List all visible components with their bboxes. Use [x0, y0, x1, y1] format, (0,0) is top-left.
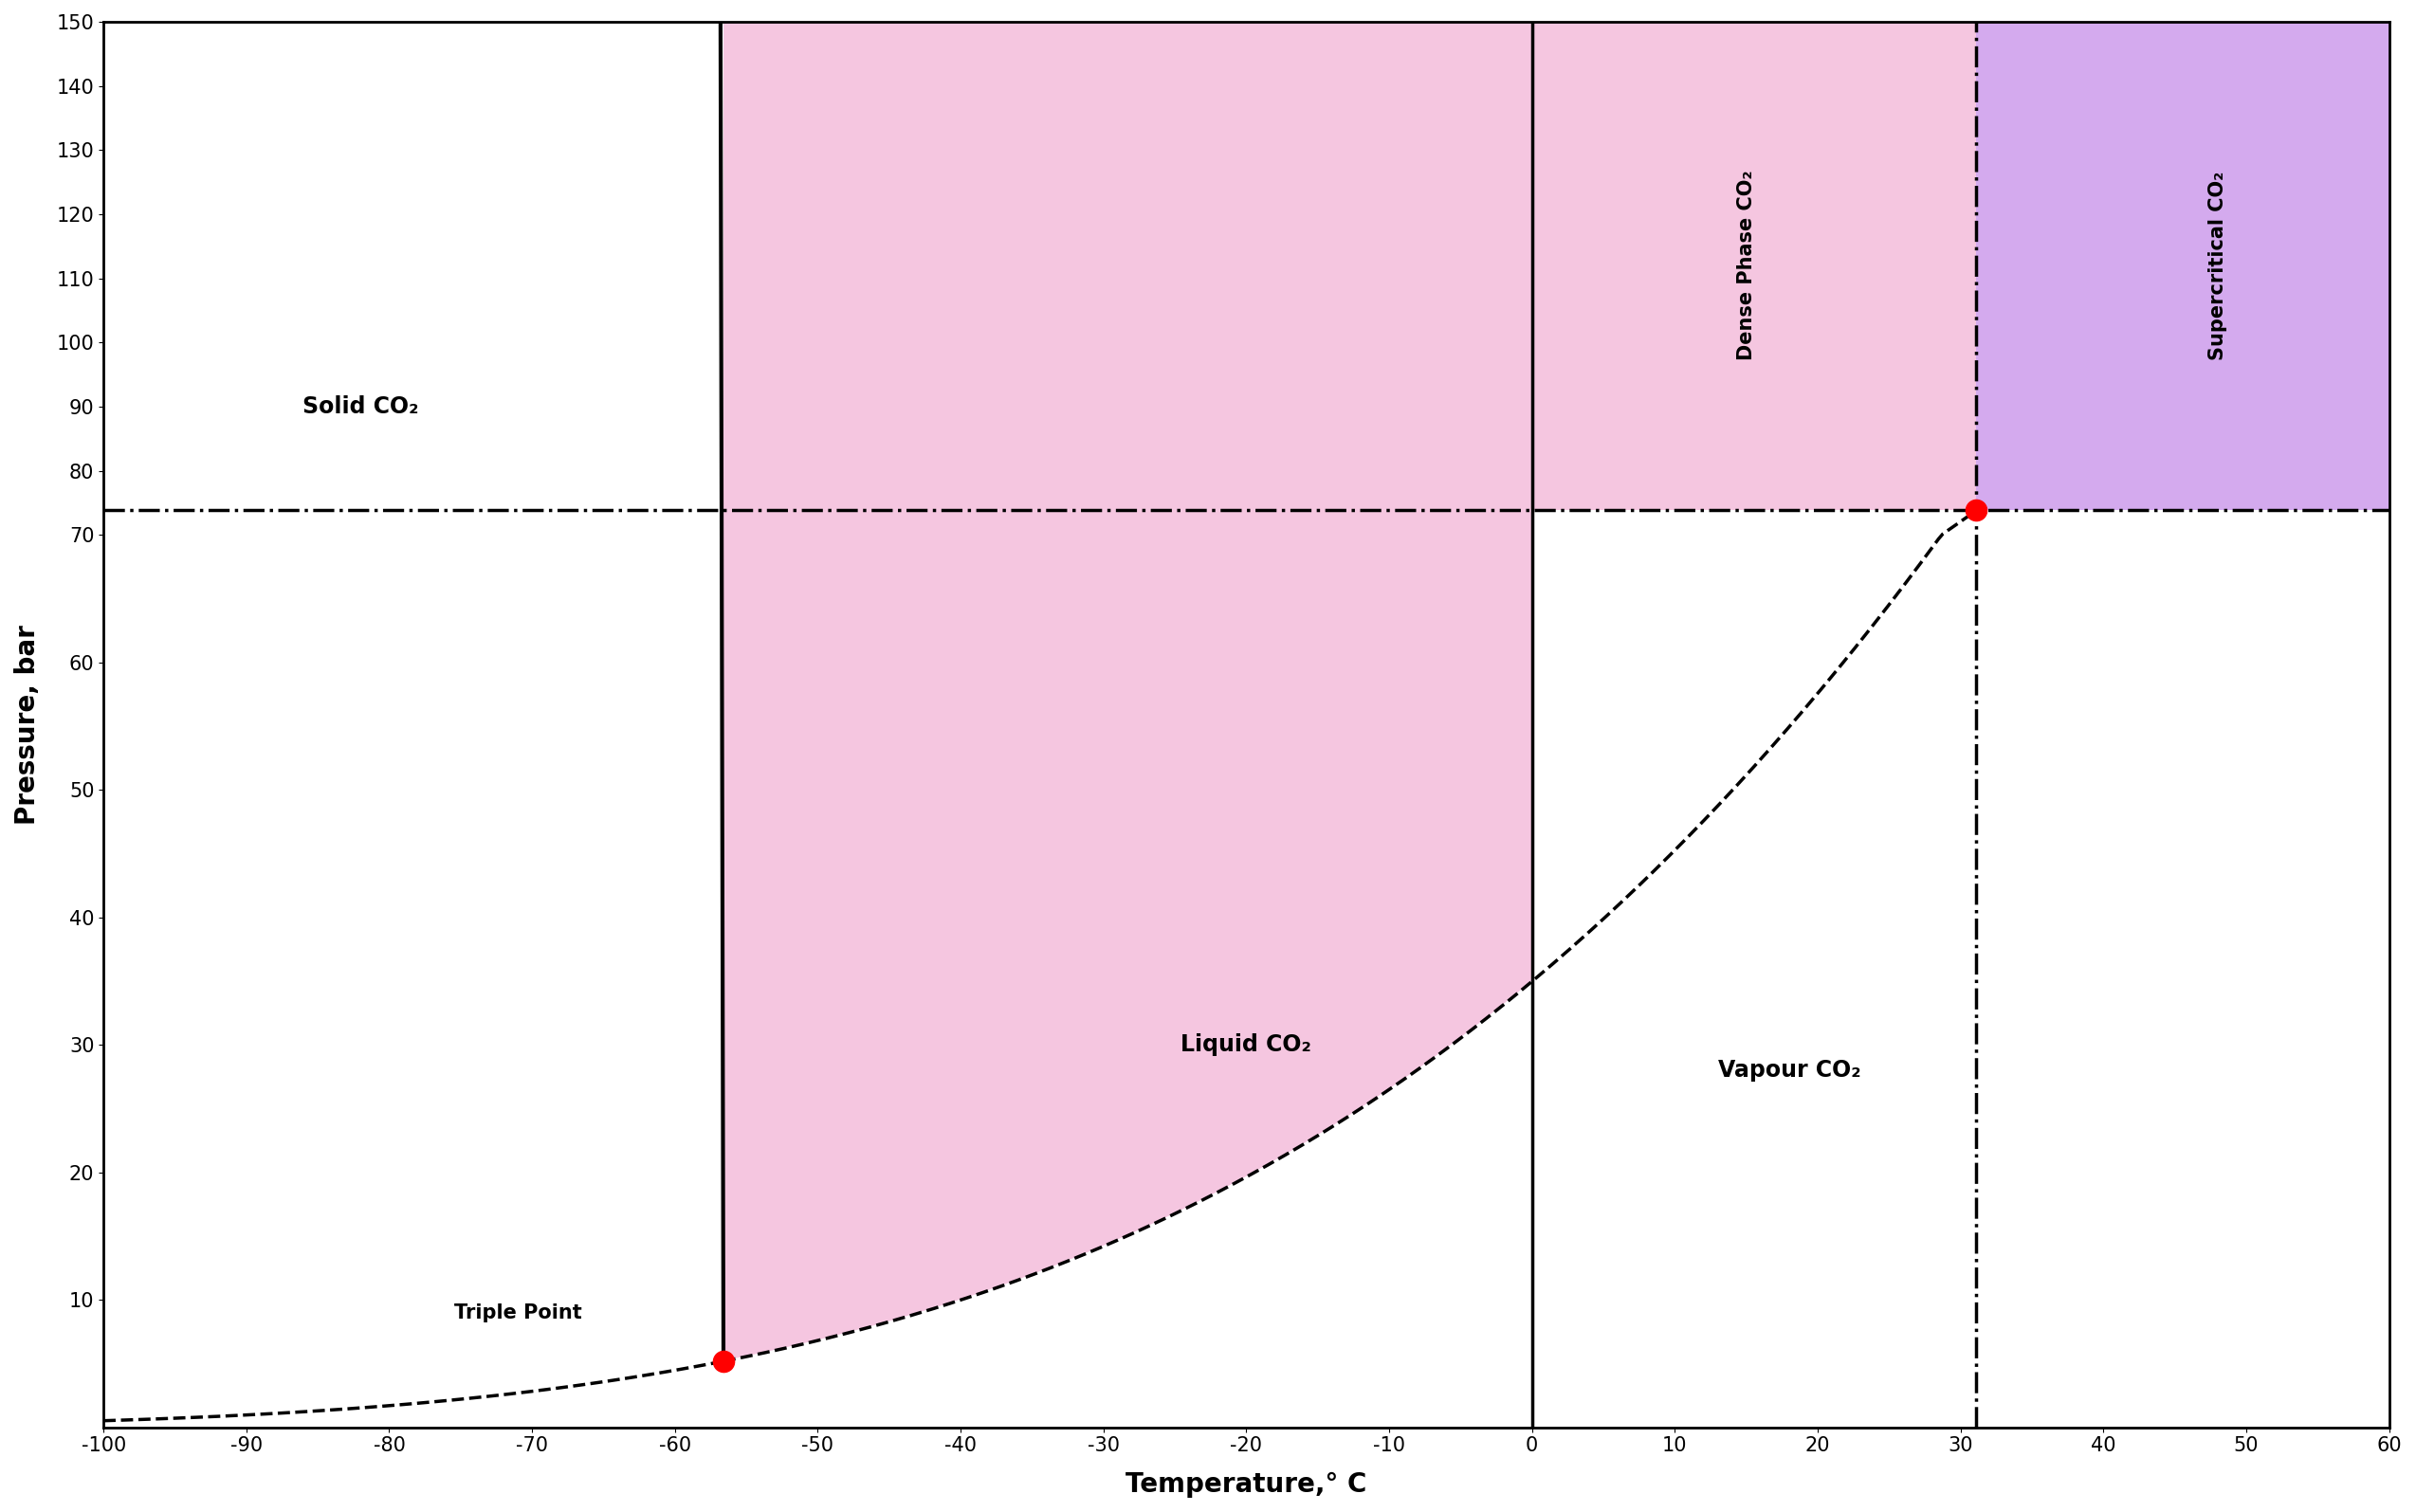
Y-axis label: Pressure, bar: Pressure, bar — [14, 624, 41, 824]
Text: Vapour CO₂: Vapour CO₂ — [1718, 1058, 1860, 1081]
Polygon shape — [722, 511, 1976, 1427]
Text: Dense Phase CO₂: Dense Phase CO₂ — [1737, 171, 1756, 360]
Polygon shape — [104, 1361, 722, 1427]
Text: Solid CO₂: Solid CO₂ — [302, 395, 418, 417]
X-axis label: Temperature,° C: Temperature,° C — [1126, 1471, 1367, 1498]
Text: Supercritical CO₂: Supercritical CO₂ — [2208, 171, 2228, 360]
Text: Triple Point: Triple Point — [454, 1303, 582, 1321]
Text: Liquid CO₂: Liquid CO₂ — [1181, 1033, 1312, 1057]
